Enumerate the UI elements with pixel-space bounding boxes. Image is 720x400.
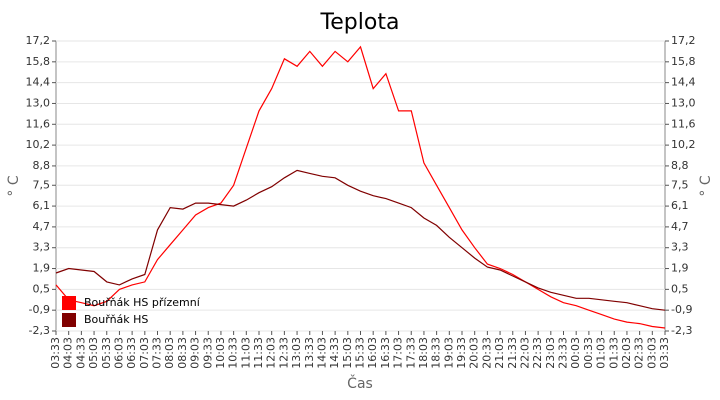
x-tick-label: 00:03 [569,337,582,369]
x-tick-label: 22:03 [518,337,531,369]
x-tick-label: 06:03 [112,337,125,369]
x-tick-label: 16:03 [366,337,379,369]
x-tick-label: 12:03 [265,337,278,369]
y2-tick-label: 4,7 [671,220,689,233]
x-tick-label: 02:03 [620,337,633,369]
x-tick-label: 15:33 [354,337,367,369]
x-tick-label: 17:33 [404,337,417,369]
x-tick-label: 09:03 [189,337,202,369]
y-tick-label: 7,5 [33,178,51,191]
x-tick-label: 10:03 [214,337,227,369]
y-tick-label: 15,8 [26,55,51,68]
x-tick-label: 21:33 [506,337,519,369]
x-tick-label: 11:03 [239,337,252,369]
y-tick-label: 3,3 [33,241,51,254]
x-tick-label: 21:03 [493,337,506,369]
y2-tick-label: 8,8 [671,159,689,172]
x-tick-label: 23:03 [544,337,557,369]
y2-tick-label: 0,5 [671,282,689,295]
y-tick-label: 14,4 [26,76,51,89]
x-tick-label: 07:03 [138,337,151,369]
legend-swatch [62,313,76,327]
y-tick-label: 6,1 [33,199,51,212]
y-axis-label: ° C [6,175,22,196]
y2-tick-label: 11,6 [671,117,696,130]
x-tick-label: 13:33 [303,337,316,369]
y2-tick-label: 1,9 [671,262,689,275]
y-tick-label: -0,9 [29,303,50,316]
x-tick-label: 14:03 [315,337,328,369]
y2-tick-label: 6,1 [671,199,689,212]
x-tick-label: 01:33 [607,337,620,369]
chart-title: Teplota [320,10,400,35]
x-tick-label: 10:33 [227,337,240,369]
x-tick-label: 19:33 [455,337,468,369]
y-tick-label: 11,6 [26,117,51,130]
x-tick-label: 20:33 [480,337,493,369]
x-tick-label: 16:33 [379,337,392,369]
x-tick-label: 04:03 [62,337,75,369]
x-tick-label: 14:33 [328,337,341,369]
x-tick-label: 18:33 [430,337,443,369]
y2-tick-label: -2,3 [671,324,692,337]
x-tick-label: 07:33 [151,337,164,369]
x-tick-label: 20:03 [468,337,481,369]
y-tick-label: 4,7 [33,220,51,233]
x-tick-label: 04:33 [74,337,87,369]
x-tick-label: 11:33 [252,337,265,369]
x-axis-label: Čas [347,374,373,392]
x-tick-label: 06:33 [125,337,138,369]
y-tick-label: 0,5 [33,282,51,295]
legend-label: Bouřňák HS přízemní [84,296,201,309]
y-tick-label: 10,2 [26,138,51,151]
series-line [55,169,666,311]
x-tick-label: 05:03 [87,337,100,369]
x-tick-label: 01:03 [595,337,608,369]
y2-tick-label: 7,5 [671,178,689,191]
y-tick-label: 1,9 [33,262,51,275]
y-tick-label: 8,8 [33,159,51,172]
x-tick-label: 13:03 [290,337,303,369]
y2-tick-label: 14,4 [671,76,696,89]
x-tick-label: 03:33 [49,337,62,369]
x-tick-label: 08:03 [163,337,176,369]
x-tick-label: 23:33 [557,337,570,369]
x-tick-label: 18:03 [417,337,430,369]
x-tick-label: 12:33 [277,337,290,369]
y2-tick-label: 17,2 [671,34,696,47]
x-tick-label: 19:03 [442,337,455,369]
legend-swatch [62,296,76,310]
series-line [55,45,666,329]
y2-tick-label: 15,8 [671,55,696,68]
y-tick-label: -2,3 [29,324,50,337]
x-tick-label: 17:03 [392,337,405,369]
x-tick-label: 09:33 [201,337,214,369]
x-tick-label: 03:03 [645,337,658,369]
x-tick-label: 22:33 [531,337,544,369]
y-tick-label: 17,2 [26,34,51,47]
y2-tick-label: 3,3 [671,241,689,254]
y2-tick-label: 10,2 [671,138,696,151]
legend-label: Bouřňák HS [84,313,148,326]
x-tick-label: 00:33 [582,337,595,369]
x-tick-label: 08:33 [176,337,189,369]
y2-axis-label: ° C [698,175,714,196]
y2-tick-label: -0,9 [671,303,692,316]
x-tick-label: 15:03 [341,337,354,369]
plot-frame [55,40,666,332]
y2-tick-label: 13,0 [671,96,696,109]
y-tick-label: 13,0 [26,96,51,109]
x-tick-label: 05:33 [100,337,113,369]
x-tick-label: 03:33 [658,337,671,369]
x-tick-label: 02:33 [633,337,646,369]
